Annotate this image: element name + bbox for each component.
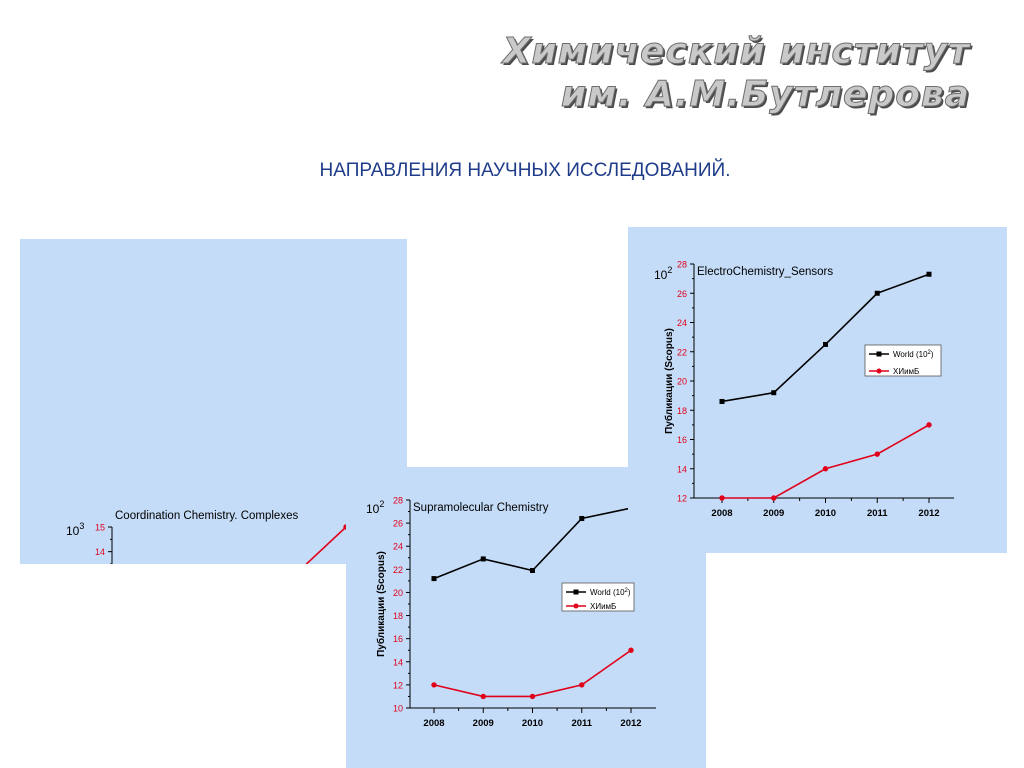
scale-label: 102 (366, 499, 384, 516)
chart-panel-coordination: 678910111213141520082009201020112012Coor… (20, 239, 407, 564)
y-tick-label: 18 (393, 611, 403, 621)
y-tick-label: 18 (677, 406, 687, 416)
y-tick-label: 14 (393, 657, 403, 667)
data-point (480, 693, 486, 700)
legend-label: ХИимБ (590, 602, 616, 611)
legend-swatch-marker (573, 589, 579, 595)
data-point (771, 390, 777, 396)
data-point (719, 495, 725, 501)
legend-swatch-marker (876, 368, 882, 374)
chart-coordination: 678910111213141520082009201020112012Coor… (66, 510, 349, 564)
y-tick-label: 15 (95, 523, 105, 533)
data-point (529, 693, 536, 700)
y-tick-label: 26 (677, 289, 687, 299)
x-tick-label: 2009 (473, 718, 494, 729)
institute-logo: Химический институт им. А.М.Бутлерова (502, 30, 970, 116)
data-point (822, 466, 829, 472)
y-tick-label: 10 (393, 704, 403, 714)
data-point (530, 567, 535, 573)
slide-heading: НАПРАВЛЕНИЯ НАУЧНЫХ ИССЛЕДОВАНИЙ. (319, 160, 731, 181)
y-tick-label: 22 (393, 565, 403, 575)
data-point (926, 422, 932, 428)
data-point (874, 451, 880, 457)
data-point (926, 271, 932, 277)
x-tick-label: 2012 (620, 718, 641, 729)
x-tick-label: 2010 (815, 508, 836, 519)
data-point (771, 495, 777, 501)
data-point (628, 647, 634, 653)
y-tick-label: 16 (677, 435, 687, 445)
y-tick-label: 24 (677, 318, 687, 328)
series-line (433, 649, 632, 698)
y-tick-label: 28 (677, 260, 687, 270)
y-tick-label: 12 (677, 494, 687, 504)
scale-label: 103 (66, 521, 84, 538)
y-tick-label: 16 (393, 634, 403, 644)
legend-label: ХИимБ (893, 367, 919, 376)
y-tick-label: 24 (393, 542, 403, 552)
series-line (721, 273, 930, 403)
data-point (823, 341, 828, 347)
chart-title: Coordination Chemistry. Complexes (115, 510, 298, 522)
series-line (305, 526, 347, 564)
data-point (579, 682, 585, 688)
x-tick-label: 2009 (763, 508, 784, 519)
logo-line-1: Химический институт (502, 31, 970, 73)
y-tick-label: 20 (677, 377, 687, 387)
x-tick-label: 2011 (867, 508, 888, 519)
legend-swatch-marker (876, 351, 882, 357)
chart-electrochemistry: 12 14 16 18 20 22 24 26 28 2008 2009 2010 2011 2012 El… (654, 260, 954, 519)
y-tick-label: 14 (677, 464, 687, 474)
x-tick-label: 2011 (571, 718, 592, 729)
x-tick-label: 2010 (522, 718, 543, 729)
x-tick-label: 2012 (918, 508, 939, 519)
data-point (719, 398, 725, 404)
y-axis-label: Публикации (Scopus) (375, 551, 387, 657)
data-point (874, 290, 880, 296)
x-tick-label: 2008 (711, 508, 732, 519)
chart-title: Supramolecular Chemistry (413, 502, 549, 514)
chart-panel-electrochemistry: 12 14 16 18 20 22 24 26 28 2008 2009 2010 2011 2012 El… (628, 227, 1007, 553)
scale-label: 102 (654, 265, 672, 282)
y-tick-label: 12 (393, 680, 403, 690)
data-point (579, 515, 585, 521)
y-tick-label: 28 (393, 496, 403, 506)
data-point (480, 556, 486, 562)
y-tick-label: 14 (95, 547, 105, 557)
y-tick-label: 20 (393, 588, 403, 598)
data-point (431, 682, 437, 688)
x-tick-label: 2008 (423, 718, 444, 729)
series-line (722, 424, 930, 499)
logo-line-2: им. А.М.Бутлерова (560, 74, 970, 116)
data-point (431, 576, 437, 582)
y-axis-label: Публикации (Scopus) (663, 328, 675, 434)
legend-swatch-marker (573, 603, 579, 609)
y-tick-label: 22 (677, 347, 687, 357)
legend-label: World (102) (590, 588, 631, 597)
chart-title: ElectroChemistry_Sensors (697, 266, 833, 278)
legend-label: World (102) (893, 350, 934, 359)
chart-supramolecular: 10 12 14 16 18 20 22 24 26 28 2008 2009 2010 2011 2012… (366, 496, 656, 729)
y-tick-label: 26 (393, 519, 403, 529)
